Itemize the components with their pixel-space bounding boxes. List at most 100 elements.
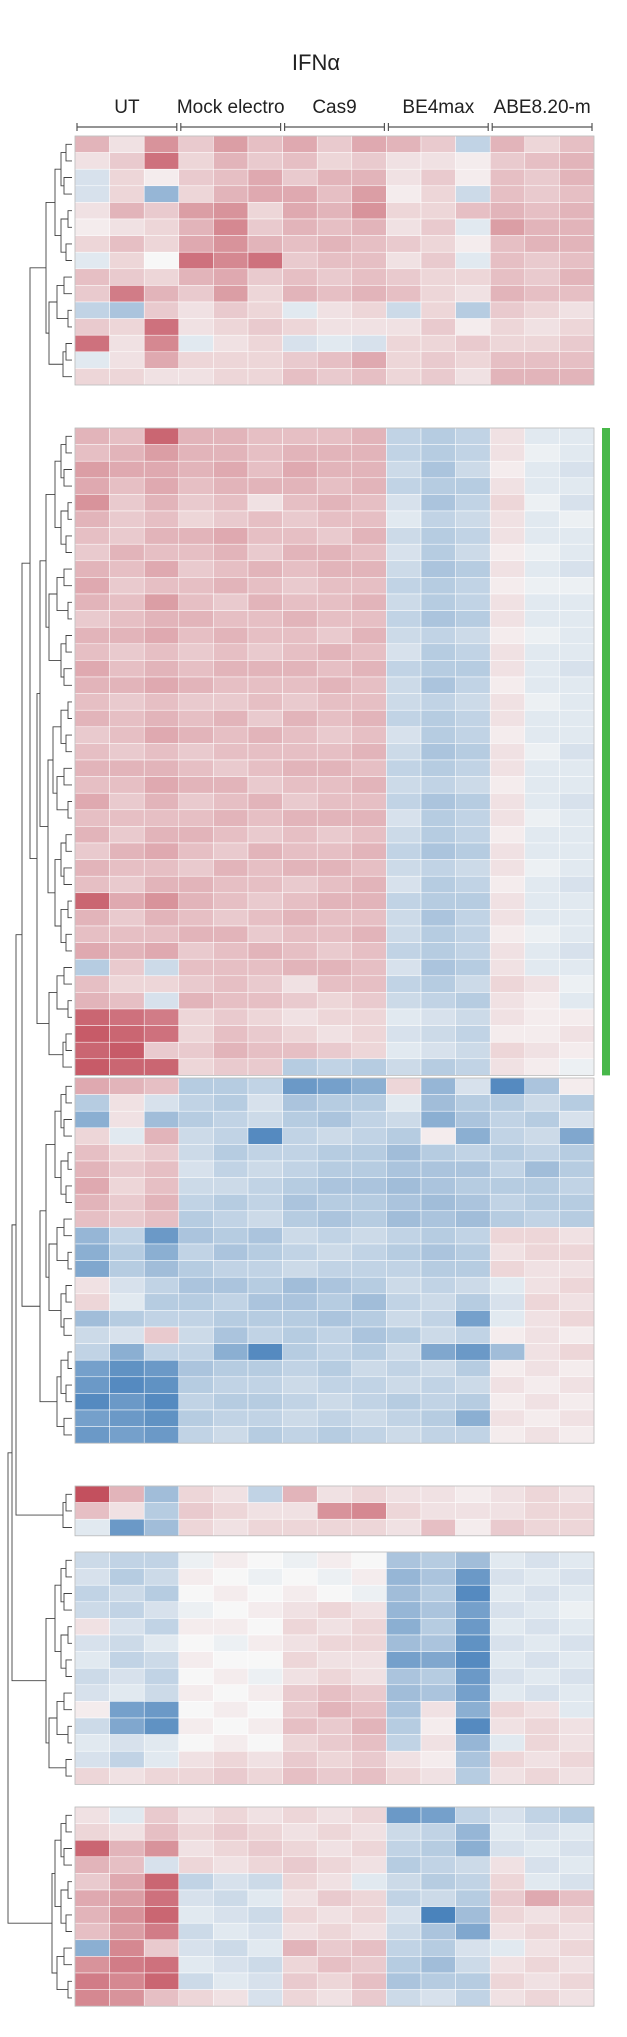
heatmap-cell (351, 1750, 387, 1769)
heatmap-cell (282, 975, 318, 993)
heatmap-cell (420, 351, 456, 369)
heatmap-cell (420, 1227, 456, 1245)
heatmap-cell (524, 693, 560, 711)
heatmap-cell (489, 135, 526, 153)
heatmap-cell (74, 693, 110, 711)
heatmap-cell (420, 743, 456, 761)
heatmap-cell (247, 1276, 283, 1295)
heatmap-cell (559, 792, 595, 811)
dendrogram-link (65, 1759, 72, 1777)
heatmap-cell (420, 1260, 456, 1278)
heatmap-cell (489, 1177, 526, 1195)
heatmap-cell (143, 992, 180, 1010)
dendrogram-link (45, 1617, 55, 1744)
heatmap-cell (143, 477, 180, 495)
heatmap-cell (143, 185, 180, 203)
heatmap-cell (109, 334, 145, 353)
heatmap-cell (524, 1767, 560, 1785)
heatmap-cell (455, 1177, 491, 1195)
heatmap-cell (386, 1823, 422, 1841)
heatmap-cell (489, 693, 526, 711)
heatmap-cell (559, 1889, 595, 1907)
heatmap-cell (489, 958, 526, 977)
heatmap-cell (282, 660, 318, 678)
heatmap-cell (351, 792, 387, 811)
heatmap-cell (247, 1839, 283, 1858)
heatmap-cell (74, 1873, 110, 1891)
heatmap-cell (351, 1376, 387, 1394)
heatmap-cell (143, 1485, 180, 1503)
heatmap-cell (178, 427, 214, 445)
heatmap-cell (316, 152, 353, 170)
heatmap-cell (213, 543, 249, 562)
heatmap-cell (143, 1750, 180, 1769)
dendrogram-link (54, 1110, 61, 1179)
heatmap-cell (282, 759, 318, 777)
heatmap-cell (489, 1922, 526, 1941)
heatmap-cell (178, 168, 214, 187)
heatmap-cell (455, 709, 491, 728)
dendrogram-link (51, 1872, 57, 1974)
heatmap-cell (455, 185, 491, 203)
heatmap-cell (213, 1227, 249, 1245)
heatmap-cell (420, 1310, 456, 1328)
heatmap-cell (420, 1734, 456, 1752)
heatmap-cell (524, 185, 560, 203)
heatmap-cell (178, 251, 214, 270)
heatmap-cell (74, 1409, 110, 1427)
heatmap-cell (74, 560, 110, 578)
dendrogram-link (7, 1452, 52, 1924)
heatmap-cell (282, 726, 318, 744)
cluster-block (74, 427, 595, 1076)
heatmap-cell (109, 1227, 145, 1245)
heatmap-cell (109, 1077, 145, 1095)
heatmap-cell (143, 1839, 180, 1858)
heatmap-cell (386, 925, 422, 943)
heatmap-cell (386, 168, 422, 187)
heatmap-cell (282, 1502, 318, 1520)
dendrogram-link (67, 1000, 72, 1018)
cluster-block-border (74, 1077, 595, 1444)
heatmap-cell (213, 268, 249, 286)
heatmap-cell (386, 859, 422, 877)
heatmap-cell (455, 152, 491, 170)
heatmap-cell (316, 743, 353, 761)
heatmap-cell (351, 743, 387, 761)
cluster-block (74, 135, 595, 386)
heatmap-cell (74, 1518, 110, 1537)
heatmap-cell (351, 593, 387, 611)
heatmap-cell (178, 268, 214, 286)
heatmap-cell (143, 152, 180, 170)
heatmap-cell (213, 477, 249, 495)
heatmap-cell (489, 1839, 526, 1858)
heatmap-cell (420, 1568, 456, 1586)
heatmap-cell (489, 776, 526, 794)
heatmap-cell (559, 1823, 595, 1841)
heatmap-cell (489, 301, 526, 319)
heatmap-cell (351, 1144, 387, 1162)
heatmap-cell (420, 693, 456, 711)
heatmap-cell (74, 660, 110, 678)
heatmap-cell (247, 660, 283, 678)
heatmap-cell (247, 1806, 283, 1824)
heatmap-cell (386, 1684, 422, 1702)
dendrogram-link (63, 1593, 72, 1611)
heatmap-cell (524, 560, 560, 578)
heatmap-cell (213, 218, 249, 236)
heatmap-cell (455, 1343, 491, 1361)
heatmap-cell (386, 1310, 422, 1328)
dendrogram-link (65, 635, 72, 653)
heatmap-cell (109, 842, 145, 860)
heatmap-cell (282, 543, 318, 562)
heatmap-cell (282, 218, 318, 236)
heatmap-cell (489, 527, 526, 545)
heatmap-cell (178, 743, 214, 761)
heatmap-cell (559, 1110, 595, 1129)
heatmap-cell (559, 743, 595, 761)
heatmap-cell (559, 510, 595, 528)
heatmap-cell (143, 268, 180, 286)
heatmap-cell (351, 1889, 387, 1907)
heatmap-cell (455, 610, 491, 628)
heatmap-cell (351, 892, 387, 910)
heatmap-cell (74, 1502, 110, 1520)
